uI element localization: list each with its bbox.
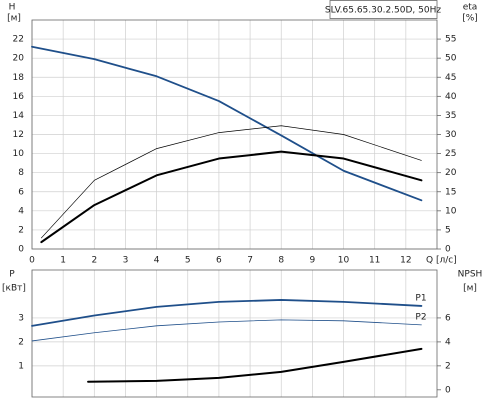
y-tick-label: 12 [13, 130, 24, 140]
series-line [31, 45, 423, 202]
y-tick-label: 4 [18, 206, 24, 216]
y-axis-label: H [9, 3, 16, 13]
y-tick-label: 6 [18, 187, 24, 197]
series-line [31, 319, 422, 342]
series-label: P2 [415, 312, 426, 322]
series-label: P1 [415, 293, 426, 303]
y-tick-label: 14 [13, 111, 25, 121]
y2-tick-label: 2 [445, 361, 451, 371]
x-tick-label: 0 [29, 256, 35, 266]
series-line [31, 299, 423, 327]
y2-axis-unit: [%] [462, 14, 478, 24]
y2-tick-label: 10 [445, 206, 457, 216]
y-axis-unit: [кВт] [2, 284, 26, 294]
y2-tick-label: 40 [445, 92, 457, 102]
x-axis-label: Q [л/с] [426, 256, 457, 266]
title-box [329, 0, 438, 19]
x-tick-label: 9 [310, 256, 316, 266]
y-tick-label: 20 [13, 54, 25, 64]
y2-tick-label: 45 [445, 73, 456, 83]
y2-axis-label: eta [463, 3, 478, 13]
chart-title: SLV.65.65.30.2.50D, 50Hz [325, 6, 441, 16]
x-tick-label: 3 [123, 256, 129, 266]
y-tick-label: 10 [13, 149, 25, 159]
x-tick-label: 1 [60, 256, 66, 266]
y-tick-label: 18 [13, 73, 25, 83]
y-tick-label: 22 [13, 35, 24, 45]
series-line [87, 347, 423, 383]
y2-tick-label: 50 [445, 54, 457, 64]
y2-tick-label: 20 [445, 168, 457, 178]
x-tick-label: 4 [154, 256, 160, 266]
y2-tick-label: 25 [445, 149, 456, 159]
y2-tick-label: 0 [445, 385, 451, 395]
y2-tick-label: 0 [445, 245, 451, 255]
y2-tick-label: 4 [445, 337, 451, 347]
y2-axis-unit: [м] [463, 284, 477, 294]
y2-tick-label: 15 [445, 187, 456, 197]
y2-tick-label: 5 [445, 225, 451, 235]
y2-tick-label: 55 [445, 35, 456, 45]
y-axis-unit: [м] [7, 14, 21, 24]
x-tick-label: 2 [91, 256, 97, 266]
y-tick-label: 16 [13, 92, 25, 102]
plot-frame [31, 269, 438, 398]
x-tick-label: 5 [185, 256, 191, 266]
y2-tick-label: 35 [445, 111, 456, 121]
series-line [41, 125, 422, 239]
y-axis-label: P [9, 270, 15, 280]
plot-area [32, 270, 437, 397]
y2-axis-label: NPSH [458, 270, 483, 280]
y-tick-label: 2 [18, 337, 24, 347]
y-tick-label: 8 [18, 168, 24, 178]
y-tick-label: 1 [18, 361, 24, 371]
x-tick-label: 10 [338, 256, 350, 266]
y-tick-label: 2 [18, 225, 24, 235]
y-tick-label: 3 [18, 313, 24, 323]
plot-frame [31, 19, 438, 250]
x-tick-label: 11 [369, 256, 380, 266]
x-tick-label: 8 [278, 256, 284, 266]
y2-tick-label: 30 [445, 130, 457, 140]
x-tick-label: 7 [247, 256, 253, 266]
y-tick-label: 0 [18, 245, 24, 255]
series-line [40, 150, 423, 244]
y2-tick-label: 6 [445, 313, 451, 323]
x-tick-label: 6 [216, 256, 222, 266]
x-tick-label: 12 [400, 256, 411, 266]
